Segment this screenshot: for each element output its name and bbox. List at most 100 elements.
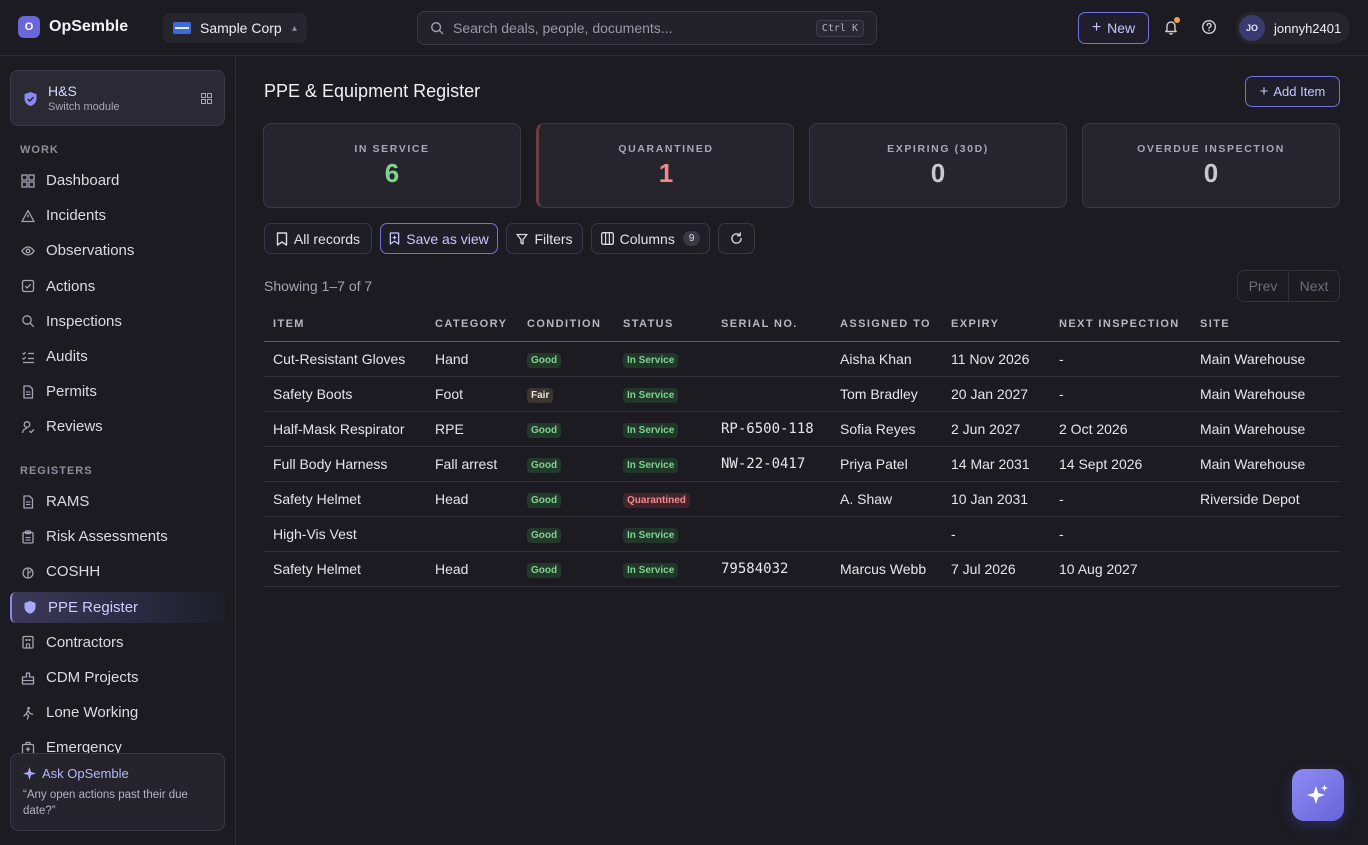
global-search[interactable]: Ctrl K (417, 11, 877, 45)
sidebar-item-dashboard[interactable]: Dashboard (10, 165, 225, 196)
sidebar-item-ppe-register[interactable]: PPE Register (10, 591, 225, 623)
search-shortcut: Ctrl K (815, 19, 864, 37)
page-title: PPE & Equipment Register (264, 81, 481, 101)
ask-assistant-card[interactable]: Ask OpSemble “Any open actions past thei… (10, 753, 225, 831)
sparkle-icon (23, 767, 36, 780)
column-header[interactable]: STATUS (614, 308, 712, 342)
module-switcher[interactable]: H&S Switch module (10, 70, 225, 126)
sidebar-item-emergency[interactable]: Emergency (10, 732, 225, 763)
column-header[interactable]: ASSIGNED TO (831, 308, 942, 342)
category-cell: Head (426, 551, 518, 587)
all-records-button[interactable]: All records (264, 223, 372, 254)
sidebar-item-actions[interactable]: Actions (10, 271, 225, 302)
condition-cell: Good (518, 481, 614, 517)
status-cell: In Service (614, 341, 712, 377)
condition-badge: Good (527, 457, 562, 473)
item-cell: Half-Mask Respirator (264, 411, 426, 447)
org-switcher[interactable]: Sample Corp ▴︎ (163, 13, 307, 43)
sidebar-item-risk-assessments[interactable]: Risk Assessments (10, 521, 225, 552)
new-button[interactable]: + New (1078, 12, 1149, 44)
next-inspection-cell: - (1050, 516, 1191, 552)
bell-icon (1165, 21, 1177, 35)
chevron-up-down-icon: ▴︎ (291, 22, 297, 34)
notifications-button[interactable] (1161, 17, 1181, 37)
eye-icon (21, 246, 35, 256)
help-button[interactable] (1199, 17, 1219, 37)
sidebar-item-observations[interactable]: Observations (10, 235, 225, 266)
sidebar-item-reviews[interactable]: Reviews (10, 411, 225, 442)
column-header[interactable]: CONDITION (518, 308, 614, 342)
condition-cell: Fair (518, 376, 614, 412)
column-header[interactable]: CATEGORY (426, 308, 518, 342)
table-row[interactable]: Full Body Harness Fall arrest Good In Servi… (264, 446, 1340, 482)
site-cell: Main Warehouse (1191, 341, 1340, 377)
module-title: H&S (48, 83, 77, 99)
stat-overdue-inspection[interactable]: OVERDUE INSPECTION 0 (1082, 123, 1340, 208)
sidebar-item-contractors[interactable]: Contractors (10, 627, 225, 658)
filters-label: Filters (534, 230, 573, 247)
top-bar: O OpSemble Sample Corp ▴︎ Ctrl K + New J… (0, 0, 1368, 56)
brand[interactable]: O OpSemble (18, 16, 128, 38)
column-header[interactable]: SITE (1191, 308, 1340, 342)
sidebar-item-inspections[interactable]: Inspections (10, 306, 225, 337)
status-badge: In Service (623, 387, 679, 403)
serial-cell (712, 376, 831, 412)
sidebar-item-lone-working[interactable]: Lone Working (10, 697, 225, 728)
save-view-button[interactable]: Save as view (380, 223, 498, 254)
module-subtitle: Switch module (48, 101, 120, 113)
category-cell: Foot (426, 376, 518, 412)
stat-value: 0 (930, 158, 946, 188)
checkbox-icon (21, 279, 35, 293)
category-cell: Head (426, 481, 518, 517)
column-header[interactable]: NEXT INSPECTION (1050, 308, 1191, 342)
ai-assistant-fab[interactable] (1292, 769, 1344, 821)
sidebar-item-cdm-projects[interactable]: CDM Projects (10, 662, 225, 693)
column-header[interactable]: ITEM (264, 308, 426, 342)
sidebar-item-coshh[interactable]: COSHH (10, 556, 225, 587)
next-page-button[interactable]: Next (1288, 271, 1339, 301)
status-cell: Quarantined (614, 481, 712, 517)
table-row[interactable]: High-Vis Vest Good In Service - - (264, 516, 1340, 552)
table-row[interactable]: Safety Helmet Head Good Quarantined A. Shaw 1… (264, 481, 1340, 517)
sidebar-item-rams[interactable]: RAMS (10, 486, 225, 517)
table-row[interactable]: Safety Helmet Head Good In Service 79584032 M… (264, 551, 1340, 587)
notification-dot (1174, 17, 1180, 23)
sidebar-item-label: RAMS (46, 493, 90, 510)
org-flag-icon (173, 22, 191, 34)
search-icon (431, 22, 444, 35)
bookmark-plus-icon (389, 232, 400, 245)
nav-section-registers: REGISTERS (20, 465, 93, 477)
serial-cell (712, 341, 831, 377)
status-cell: In Service (614, 411, 712, 447)
filters-button[interactable]: Filters (506, 223, 583, 254)
stat-quarantined[interactable]: QUARANTINED 1 (536, 123, 794, 208)
condition-cell: Good (518, 411, 614, 447)
next-inspection-cell: - (1050, 341, 1191, 377)
stat-expiring[interactable]: EXPIRING (30D) 0 (809, 123, 1067, 208)
refresh-button[interactable] (718, 223, 755, 254)
sidebar-item-label: Dashboard (46, 172, 120, 189)
search-input[interactable] (453, 20, 807, 36)
site-cell (1191, 551, 1340, 587)
condition-cell: Good (518, 551, 614, 587)
person-review-icon (21, 420, 35, 434)
table-row[interactable]: Half-Mask Respirator RPE Good In Service RP-… (264, 411, 1340, 447)
column-header[interactable]: EXPIRY (942, 308, 1050, 342)
sidebar-item-incidents[interactable]: Incidents (10, 200, 225, 231)
expiry-cell: 14 Mar 2031 (942, 446, 1050, 482)
table-row[interactable]: Cut-Resistant Gloves Hand Good In Service Ai… (264, 341, 1340, 377)
stat-label: EXPIRING (30D) (887, 143, 989, 155)
table-row[interactable]: Safety Boots Foot Fair In Service Tom Bradle… (264, 376, 1340, 412)
columns-button[interactable]: Columns 9 (591, 223, 710, 254)
sidebar-item-audits[interactable]: Audits (10, 341, 225, 372)
stat-in-service[interactable]: IN SERVICE 6 (263, 123, 521, 208)
prev-page-button[interactable]: Prev (1248, 278, 1278, 294)
sidebar-item-label: Permits (46, 383, 97, 401)
user-menu[interactable]: JO jonnyh2401 (1236, 12, 1350, 44)
add-item-button[interactable]: + Add Item (1245, 76, 1340, 107)
status-badge: In Service (623, 352, 679, 368)
column-header[interactable]: SERIAL NO. (712, 308, 831, 342)
site-cell: Main Warehouse (1191, 376, 1340, 412)
status-badge: Quarantined (623, 492, 690, 508)
sidebar-item-permits[interactable]: Permits (10, 376, 225, 407)
